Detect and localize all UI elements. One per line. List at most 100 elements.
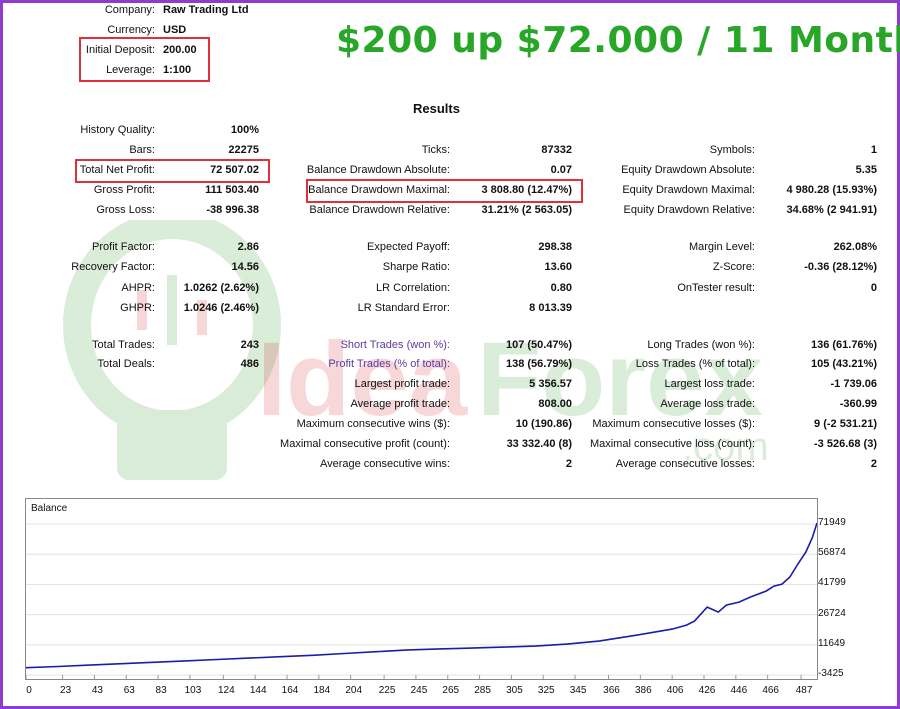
col2-label-3: Balance Drawdown Relative: (309, 204, 450, 216)
col2-value-10: 5 356.57 (529, 378, 572, 390)
col2-label-1: Balance Drawdown Absolute: (306, 164, 450, 176)
col1-value-2: 72 507.02 (210, 164, 259, 176)
col3-label-9: Largest loss trade: (664, 378, 756, 390)
company-label: Company: (104, 4, 155, 16)
x-tick-label: 305 (506, 685, 523, 696)
x-tick-label: 23 (60, 685, 72, 696)
leverage-value: 1:100 (163, 64, 192, 76)
col1-label-6: Recovery Factor: (71, 261, 155, 273)
col3-value-7: 136 (61.76%) (810, 339, 877, 351)
col2-value-2: 3 808.80 (12.47%) (481, 184, 572, 196)
col1-value-10: 486 (240, 358, 259, 370)
col2-label-11: Average profit trade: (350, 398, 450, 410)
y-tick-label: 26724 (818, 607, 846, 619)
net-profit-highlight-box (75, 159, 270, 183)
y-tick-label: 41799 (818, 577, 846, 589)
col1-value-8: 1.0246 (2.46%) (183, 302, 259, 314)
x-tick-label: 406 (666, 685, 684, 696)
x-tick-label: 487 (795, 685, 813, 696)
col1-value-6: 14.56 (231, 261, 259, 273)
col3-label-11: Maximum consecutive losses ($): (592, 418, 755, 430)
col3-label-6: OnTester result: (677, 282, 755, 294)
col1-value-0: 100% (230, 124, 259, 136)
col3-label-2: Equity Drawdown Maximal: (622, 184, 755, 196)
col1-label-10: Total Deals: (97, 358, 155, 370)
headline: $200 up $72.000 / 11 Months (336, 20, 900, 61)
col2-value-11: 808.00 (538, 398, 572, 410)
y-tick-label: 11649 (818, 637, 846, 649)
col3-value-11: 9 (-2 531.21) (814, 418, 877, 430)
col1-label-9: Total Trades: (92, 339, 155, 351)
col3-label-1: Equity Drawdown Absolute: (621, 164, 755, 176)
x-tick-label: 265 (442, 685, 460, 696)
x-tick-label: 285 (474, 685, 491, 696)
col1-value-7: 1.0262 (2.62%) (183, 282, 259, 294)
col2-value-1: 0.07 (550, 164, 572, 176)
balance-chart: Balance (25, 498, 818, 680)
x-tick-label: 124 (218, 685, 235, 696)
col1-value-5: 2.86 (237, 241, 259, 253)
col3-label-10: Average loss trade: (660, 398, 755, 410)
col3-value-0: 1 (870, 144, 877, 156)
leverage-label: Leverage: (106, 64, 155, 76)
col3-value-4: 262.08% (833, 241, 877, 253)
col3-value-1: 5.35 (855, 164, 877, 176)
col3-value-10: -360.99 (839, 398, 877, 410)
col3-label-13: Average consecutive losses: (615, 458, 755, 470)
col2-label-6: LR Correlation: (376, 282, 450, 294)
col2-value-7: 8 013.39 (529, 302, 572, 314)
x-tick-label: 245 (410, 685, 428, 696)
col3-label-4: Margin Level: (688, 241, 755, 253)
x-tick-label: 164 (281, 685, 299, 696)
col1-value-4: -38 996.38 (206, 204, 259, 216)
col2-value-8: 107 (50.47%) (505, 339, 572, 351)
y-tick-label: -3425 (818, 668, 844, 679)
col1-label-1: Bars: (129, 144, 155, 156)
col1-label-4: Gross Loss: (96, 204, 155, 216)
col2-label-0: Ticks: (421, 144, 450, 156)
col2-value-0: 87332 (541, 144, 572, 156)
deposit-label: Initial Deposit: (85, 44, 155, 56)
col2-value-9: 138 (56.79%) (505, 358, 572, 370)
col1-value-3: 111 503.40 (205, 184, 259, 196)
col3-label-5: Z-Score: (712, 261, 755, 273)
company-value: Raw Trading Ltd (163, 4, 249, 16)
col2-label-5: Sharpe Ratio: (382, 261, 450, 273)
col3-value-9: -1 739.06 (830, 378, 877, 390)
col3-label-8: Loss Trades (% of total): (635, 358, 755, 370)
col3-value-5: -0.36 (28.12%) (804, 261, 877, 273)
col1-label-8: GHPR: (120, 302, 155, 314)
col3-label-7: Long Trades (won %): (647, 339, 755, 351)
x-tick-label: 0 (26, 685, 32, 696)
x-tick-label: 426 (698, 685, 716, 696)
deposit-value: 200.00 (163, 44, 197, 56)
results-title: Results (413, 101, 460, 116)
col2-value-12: 10 (190.86) (515, 418, 572, 430)
col2-label-10: Largest profit trade: (354, 378, 450, 390)
x-tick-label: 345 (569, 685, 587, 696)
balance-chart-svg (26, 522, 817, 679)
col1-value-9: 243 (240, 339, 259, 351)
currency-value: USD (163, 24, 187, 36)
balance-line (26, 522, 817, 669)
col3-value-2: 4 980.28 (15.93%) (786, 184, 877, 196)
col2-value-14: 2 (565, 458, 572, 470)
x-tick-label: 386 (634, 685, 652, 696)
col3-value-13: 2 (870, 458, 877, 470)
x-tick-label: 144 (249, 685, 267, 696)
col3-value-3: 34.68% (2 941.91) (786, 204, 877, 216)
col2-value-4: 298.38 (538, 241, 572, 253)
col3-label-0: Symbols: (709, 144, 755, 156)
x-tick-label: 184 (313, 685, 331, 696)
col2-label-12: Maximum consecutive wins ($): (296, 418, 450, 430)
x-tick-label: 63 (123, 685, 135, 696)
y-tick-label: 71949 (818, 517, 846, 529)
balance-drawdown-highlight-box (306, 179, 583, 203)
col2-value-5: 13.60 (544, 261, 572, 273)
col3-value-12: -3 526.68 (3) (814, 438, 877, 450)
col2-label-8: Short Trades (won %): (340, 339, 450, 351)
y-tick-label: 56874 (818, 547, 846, 559)
x-tick-label: 366 (603, 685, 620, 696)
chart-title: Balance (31, 503, 68, 514)
